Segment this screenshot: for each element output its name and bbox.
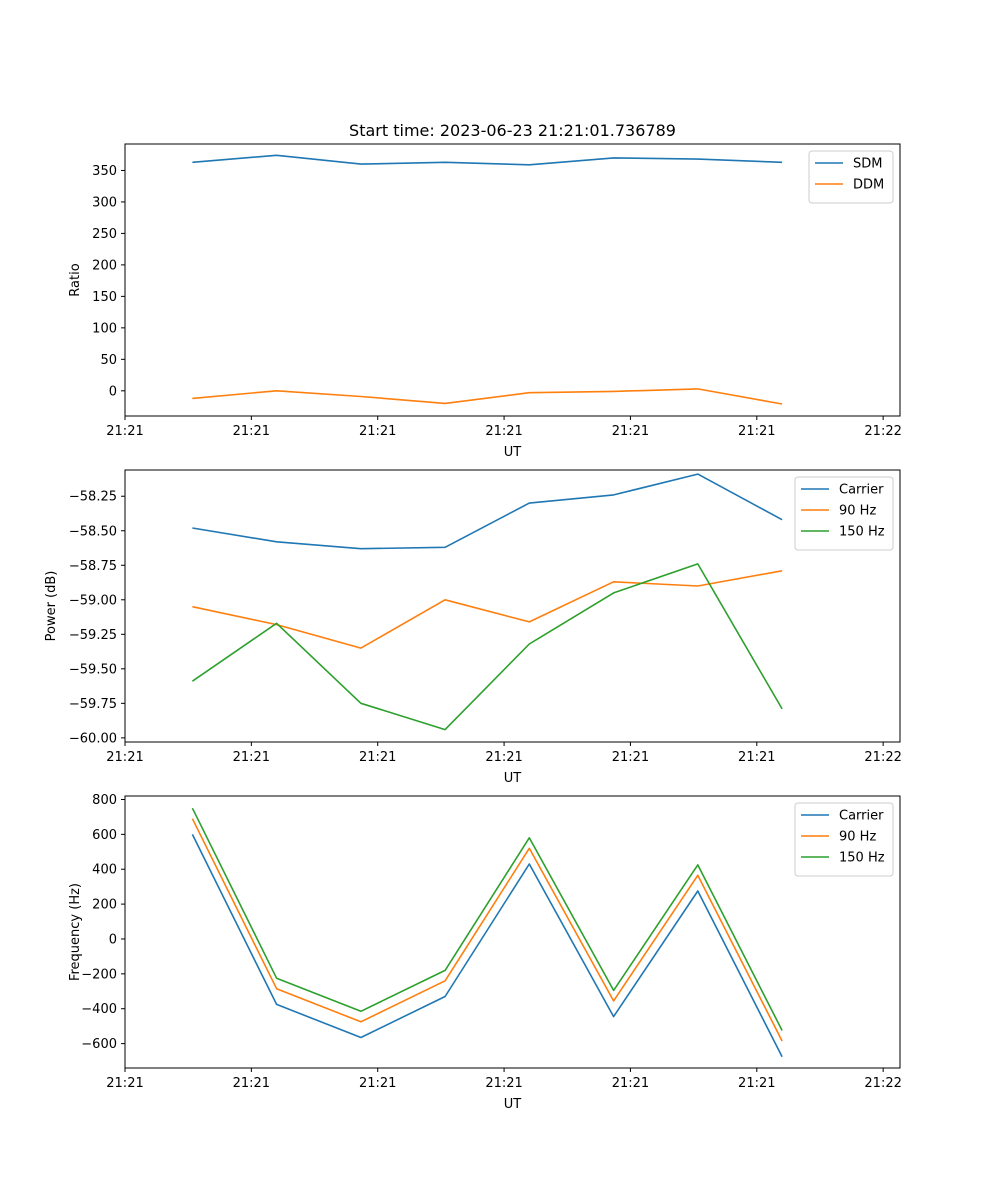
- y-tick-label: 350: [92, 164, 117, 179]
- x-tick-label: 21:21: [233, 750, 270, 765]
- x-axis-label: UT: [504, 771, 522, 786]
- legend-label: SDM: [853, 157, 882, 172]
- y-tick-label: −58.25: [69, 490, 117, 505]
- series-line-sdm: [192, 154, 783, 166]
- y-tick-label: 0: [109, 384, 117, 399]
- x-tick-label: 21:21: [612, 750, 649, 765]
- y-tick-label: 250: [92, 227, 117, 242]
- chart-title: Start time: 2023-06-23 21:21:01.736789: [349, 121, 676, 140]
- x-tick-label: 21:21: [359, 1076, 396, 1091]
- x-tick-label: 21:21: [485, 1076, 522, 1091]
- y-tick-label: −59.75: [69, 697, 117, 712]
- x-axis-label: UT: [504, 1097, 522, 1112]
- y-tick-label: −600: [81, 1037, 117, 1052]
- legend-label: DDM: [853, 178, 884, 193]
- series-line-90-hz: [192, 570, 783, 649]
- y-tick-label: −60.00: [69, 731, 117, 746]
- y-axis-label: Ratio: [68, 263, 83, 296]
- panel-1: 21:21 21:21 21:21 21:21 21:21 21:21 21:22 0 50 10…: [68, 143, 902, 460]
- axes-frame: [124, 469, 901, 743]
- series-line-90-hz: [191, 818, 783, 1042]
- x-tick-label: 21:21: [738, 1076, 775, 1091]
- legend-label: 90 Hz: [839, 830, 876, 845]
- series-line-carrier: [192, 473, 783, 550]
- legend-label: 150 Hz: [839, 525, 885, 540]
- y-tick-label: −58.75: [69, 559, 117, 574]
- series-line-ddm: [192, 388, 783, 405]
- y-tick-label: 300: [92, 195, 117, 210]
- x-tick-label: 21:21: [359, 750, 396, 765]
- y-axis-label: Frequency (Hz): [68, 883, 83, 981]
- y-tick-label: 800: [92, 793, 117, 808]
- x-tick-label: 21:21: [106, 750, 143, 765]
- x-axis-label: UT: [504, 445, 522, 460]
- y-tick-label: 200: [92, 258, 117, 273]
- y-tick-label: 100: [92, 321, 117, 336]
- x-tick-label: 21:22: [864, 750, 901, 765]
- axes-frame: [124, 143, 901, 417]
- y-tick-label: 200: [92, 898, 117, 913]
- x-tick-label: 21:21: [233, 1076, 270, 1091]
- x-tick-label: 21:21: [106, 1076, 143, 1091]
- y-tick-label: 50: [100, 353, 117, 368]
- y-tick-label: 0: [109, 932, 117, 947]
- y-tick-label: −59.00: [69, 593, 117, 608]
- x-tick-label: 21:21: [738, 424, 775, 439]
- legend-label: Carrier: [839, 809, 884, 824]
- x-tick-label: 21:21: [485, 424, 522, 439]
- x-tick-label: 21:21: [233, 424, 270, 439]
- y-tick-label: −400: [81, 1002, 117, 1017]
- x-tick-label: 21:21: [738, 750, 775, 765]
- y-tick-label: −59.25: [69, 628, 117, 643]
- series-line-150-hz: [191, 563, 783, 731]
- axes-frame: [124, 795, 901, 1069]
- y-tick-label: 400: [92, 863, 117, 878]
- legend-label: 90 Hz: [839, 504, 876, 519]
- panel-2: 21:21 21:21 21:21 21:21 21:21 21:21 21:22 −60.0…: [44, 469, 902, 786]
- y-axis-label: Power (dB): [44, 571, 59, 642]
- x-tick-label: 21:22: [864, 424, 901, 439]
- y-tick-label: −59.50: [69, 662, 117, 677]
- legend: SDM DDM: [808, 150, 894, 204]
- x-tick-label: 21:21: [359, 424, 396, 439]
- panels: 21:21 21:21 21:21 21:21 21:21 21:21 21:22 0 50 10…: [44, 143, 902, 1112]
- y-tick-label: 600: [92, 828, 117, 843]
- legend-label: Carrier: [839, 483, 884, 498]
- panel-3: 21:21 21:21 21:21 21:21 21:21 21:21 21:22 −600 −…: [68, 793, 902, 1112]
- legend-label: 150 Hz: [839, 851, 885, 866]
- x-tick-label: 21:21: [612, 1076, 649, 1091]
- legend: Carrier 90 Hz 150 Hz: [794, 476, 894, 551]
- series-line-carrier: [191, 834, 783, 1058]
- y-tick-label: −200: [81, 967, 117, 982]
- x-tick-label: 21:22: [864, 1076, 901, 1091]
- series-line-150-hz: [191, 807, 783, 1031]
- y-tick-label: 150: [92, 290, 117, 305]
- x-tick-label: 21:21: [612, 424, 649, 439]
- x-tick-label: 21:21: [106, 424, 143, 439]
- x-tick-label: 21:21: [485, 750, 522, 765]
- y-tick-label: −58.50: [69, 524, 117, 539]
- legend-box: [808, 150, 894, 204]
- legend: Carrier 90 Hz 150 Hz: [794, 802, 894, 877]
